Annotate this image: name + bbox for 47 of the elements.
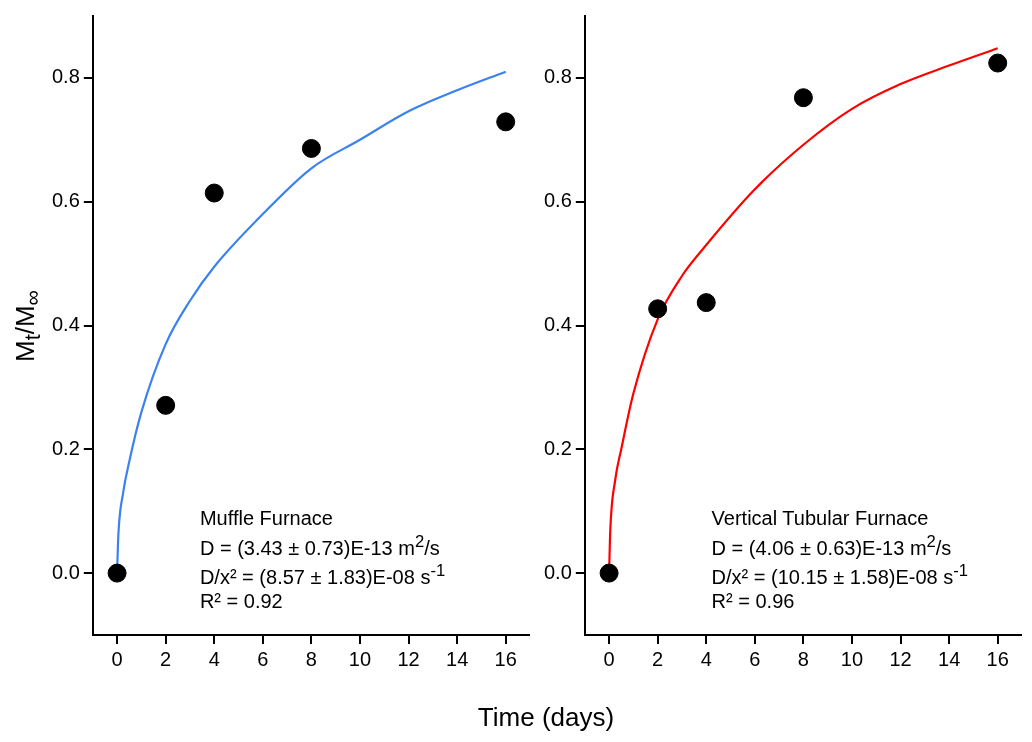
y-tick-label: 0.6: [51, 189, 80, 212]
y-tick-label: 0.6: [543, 189, 572, 212]
x-tick-label: 2: [160, 647, 172, 670]
annotation: D = (3.43 ± 0.73)E-13 m$^{2}$/s: [199, 531, 440, 559]
x-axis-title: Time (days): [477, 702, 615, 733]
x-tick-label: 0: [603, 647, 615, 670]
x-tick-label: 12: [889, 647, 912, 670]
x-tick-label: 16: [986, 647, 1009, 670]
x-tick-label: 6: [749, 647, 761, 670]
x-tick-label: 16: [494, 647, 517, 670]
x-tick-label: 8: [797, 647, 809, 670]
x-tick-label: 10: [840, 647, 864, 670]
annotation: D/x² = (8.57 ± 1.83)E-08 s$^{-1}$: [199, 561, 446, 588]
annotation: D = (4.06 ± 0.63)E-13 m$^{2}$/s: [711, 531, 952, 559]
x-tick-label: 10: [348, 647, 372, 670]
y-tick-label: 0.8: [543, 65, 572, 88]
point: [648, 299, 668, 319]
point: [988, 53, 1008, 73]
point: [599, 563, 619, 583]
point: [107, 563, 127, 583]
annotation: R² = 0.96: [711, 590, 795, 612]
y-tick-label: 0.0: [51, 560, 80, 583]
x-tick-label: 12: [397, 647, 420, 670]
y-tick-label: 0.8: [51, 65, 80, 88]
annotation: Muffle Furnace: [199, 506, 333, 529]
y-tick-label: 0.0: [543, 560, 572, 583]
x-tick-label: 4: [208, 647, 220, 670]
point: [696, 293, 716, 313]
y-tick-label: 0.4: [543, 313, 572, 336]
annotation: Vertical Tubular Furnace: [711, 506, 929, 529]
point: [496, 112, 516, 132]
x-tick-label: 2: [652, 647, 664, 670]
x-tick-label: 14: [938, 647, 961, 670]
point: [301, 138, 321, 158]
x-tick-label: 14: [446, 647, 469, 670]
x-tick-label: 8: [305, 647, 317, 670]
annotation: D/x² = (10.15 ± 1.58)E-08 s$^{-1}$: [711, 561, 969, 588]
point: [156, 395, 176, 415]
y-tick-label: 0.2: [51, 436, 80, 459]
y-tick-label: 0.4: [51, 313, 80, 336]
x-tick-label: 0: [111, 647, 123, 670]
point: [793, 88, 813, 108]
annotation: R² = 0.92: [199, 590, 283, 612]
x-tick-label: 6: [257, 647, 269, 670]
y-tick-label: 0.2: [543, 436, 572, 459]
x-tick-label: 4: [700, 647, 712, 670]
point: [204, 183, 224, 203]
